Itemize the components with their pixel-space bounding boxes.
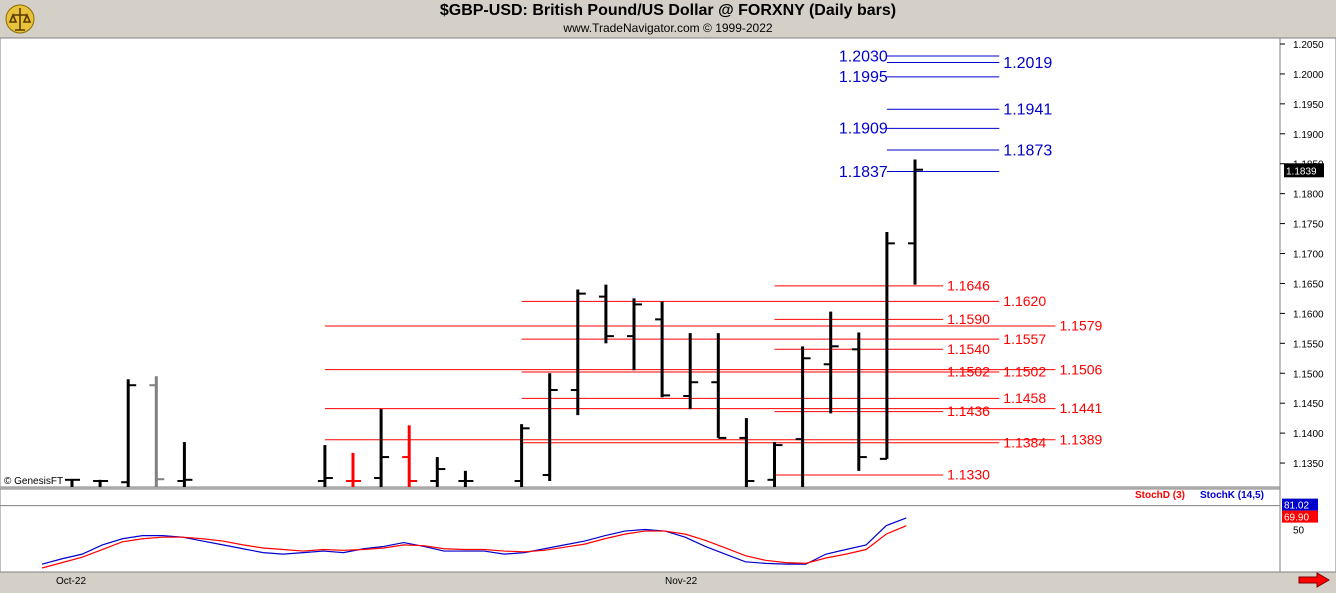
price-bar	[317, 445, 333, 487]
level-label: 1.1436	[947, 403, 990, 419]
price-bar	[458, 470, 474, 487]
copyright-label: © GenesisFT	[4, 476, 63, 487]
x-label-oct: Oct-22	[56, 576, 86, 587]
y-tick-label: 1.1750	[1293, 220, 1324, 231]
y-tick-label: 1.1400	[1293, 429, 1324, 440]
level-lines: 1.2030 1.2019 1.1995 1.1941 1.1909 1.1873 1.18…	[324, 48, 1103, 483]
level-label: 1.1384	[1003, 434, 1046, 450]
level-label: 1.1540	[947, 341, 990, 357]
price-bar	[879, 231, 895, 460]
price-bar	[149, 376, 165, 487]
price-bar	[374, 409, 390, 487]
price-bar	[570, 289, 586, 416]
stochastic-series-line	[41, 525, 907, 569]
stochastic-panel-bg	[0, 488, 1281, 573]
level-label: 1.1590	[947, 311, 990, 327]
y-tick-label: 1.1600	[1293, 309, 1324, 320]
level-label: 1.1620	[1003, 293, 1046, 309]
right-arrow-icon[interactable]	[1298, 572, 1330, 588]
chart-subtitle: www.TradeNavigator.com © 1999-2022	[563, 21, 773, 35]
stochd-value-box	[1282, 510, 1318, 523]
stochk-value-label: 81.02	[1284, 501, 1309, 512]
price-bar	[93, 479, 109, 487]
level-label: 1.1441	[1060, 400, 1103, 416]
last-price-box	[1284, 163, 1324, 178]
y-tick-label: 1.1450	[1293, 399, 1324, 410]
level-label: 1.1557	[1003, 331, 1046, 347]
chart-frame: © GenesisFT	[0, 37, 1336, 573]
axis-panel	[1279, 37, 1336, 573]
price-bar	[177, 442, 193, 487]
price-bar	[121, 379, 137, 487]
level-label: 1.1502	[1003, 364, 1046, 380]
price-bar	[346, 452, 361, 487]
level-label: 1.1837	[839, 164, 888, 181]
date-axis: Oct-22 Nov-22	[56, 576, 698, 587]
y-tick-label: 1.2050	[1293, 40, 1324, 51]
price-bar	[514, 424, 530, 487]
price-bar	[739, 418, 755, 487]
price-bars	[65, 159, 923, 487]
y-tick-label: 1.1650	[1293, 279, 1324, 290]
price-bar	[823, 311, 839, 414]
stochd-value-label: 69.90	[1284, 513, 1309, 524]
chart-header: $GBP-USD: British Pound/US Dollar @ FORX…	[0, 0, 1336, 38]
last-price-label: 1.1839	[1286, 166, 1317, 177]
y-tick-label: 1.2000	[1293, 70, 1324, 81]
price-axis: 1.20501.20001.19501.19001.18501.18001.17…	[1280, 40, 1324, 470]
trade-navigator-logo-icon[interactable]	[4, 3, 36, 35]
level-label: 1.1389	[1060, 431, 1103, 447]
level-label: 1.1909	[839, 121, 888, 138]
price-bar	[711, 333, 727, 439]
price-bar	[908, 159, 923, 285]
price-panel	[0, 37, 1281, 488]
price-bar	[598, 284, 614, 344]
y-tick-label: 1.1800	[1293, 190, 1324, 201]
x-label-nov: Nov-22	[665, 576, 698, 587]
price-bar	[627, 298, 642, 371]
price-bar	[851, 332, 867, 471]
price-bar	[402, 425, 418, 487]
stochastic-y-label: 50	[1293, 526, 1305, 537]
level-label: 1.2030	[839, 48, 888, 65]
level-label: 1.1506	[1060, 361, 1103, 377]
stochd-legend: StochD (3)	[1135, 490, 1185, 501]
y-tick-label: 1.1900	[1293, 130, 1324, 141]
y-tick-label: 1.1550	[1293, 339, 1324, 350]
level-label: 1.1995	[839, 69, 888, 86]
y-tick-label: 1.1950	[1293, 100, 1324, 111]
chart-title: $GBP-USD: British Pound/US Dollar @ FORX…	[439, 2, 897, 19]
price-bar	[542, 373, 558, 482]
level-label: 1.1941	[1003, 102, 1052, 119]
level-label: 1.1330	[947, 467, 990, 483]
price-bar	[65, 478, 80, 487]
price-bar	[430, 457, 446, 487]
level-label: 1.1458	[1003, 390, 1046, 406]
stochk-value-box	[1282, 498, 1318, 511]
level-label: 1.1873	[1003, 142, 1052, 159]
y-tick-label: 1.1700	[1293, 250, 1324, 261]
price-bar	[683, 333, 699, 410]
price-bar	[767, 442, 783, 487]
level-label: 1.1646	[947, 278, 990, 294]
price-bar	[795, 346, 811, 487]
level-label: 1.1579	[1060, 318, 1103, 334]
price-bar	[655, 301, 671, 398]
y-tick-label: 1.1350	[1293, 459, 1324, 470]
level-label: 1.2019	[1003, 55, 1052, 72]
stochk-legend: StochK (14,5)	[1200, 490, 1264, 501]
y-tick-label: 1.1500	[1293, 369, 1324, 380]
